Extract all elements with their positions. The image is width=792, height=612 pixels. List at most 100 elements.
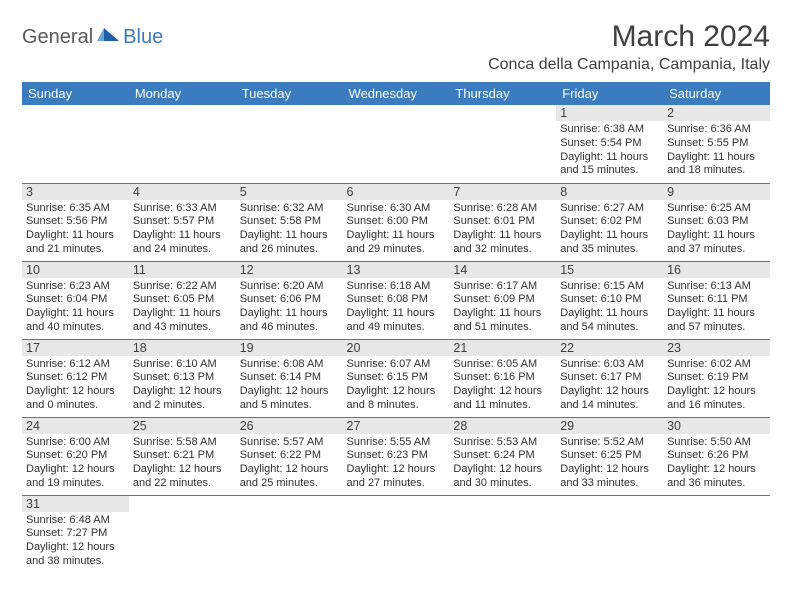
calendar-cell: 19Sunrise: 6:08 AMSunset: 6:14 PMDayligh… — [236, 339, 343, 417]
day-info: Sunrise: 5:52 AMSunset: 6:25 PMDaylight:… — [556, 434, 663, 493]
sunset-text: Sunset: 6:09 PM — [453, 293, 552, 307]
sunrise-text: Sunrise: 6:13 AM — [667, 280, 766, 294]
daylight-text: Daylight: 12 hours and 38 minutes. — [26, 541, 125, 569]
day-info: Sunrise: 5:55 AMSunset: 6:23 PMDaylight:… — [343, 434, 450, 493]
sunset-text: Sunset: 6:14 PM — [240, 371, 339, 385]
daylight-text: Daylight: 11 hours and 49 minutes. — [347, 307, 446, 335]
calendar-cell: 8Sunrise: 6:27 AMSunset: 6:02 PMDaylight… — [556, 183, 663, 261]
day-info: Sunrise: 6:13 AMSunset: 6:11 PMDaylight:… — [663, 278, 770, 337]
location-text: Conca della Campania, Campania, Italy — [488, 56, 770, 74]
logo: General Blue — [22, 26, 163, 49]
calendar-cell: 20Sunrise: 6:07 AMSunset: 6:15 PMDayligh… — [343, 339, 450, 417]
day-number: 25 — [129, 418, 236, 434]
sunset-text: Sunset: 6:15 PM — [347, 371, 446, 385]
sunrise-text: Sunrise: 6:17 AM — [453, 280, 552, 294]
daylight-text: Daylight: 12 hours and 0 minutes. — [26, 385, 125, 413]
calendar-cell: 9Sunrise: 6:25 AMSunset: 6:03 PMDaylight… — [663, 183, 770, 261]
sunrise-text: Sunrise: 6:33 AM — [133, 202, 232, 216]
sunset-text: Sunset: 5:56 PM — [26, 215, 125, 229]
calendar-cell: 13Sunrise: 6:18 AMSunset: 6:08 PMDayligh… — [343, 261, 450, 339]
day-number: 17 — [22, 340, 129, 356]
daylight-text: Daylight: 11 hours and 57 minutes. — [667, 307, 766, 335]
calendar-cell: 17Sunrise: 6:12 AMSunset: 6:12 PMDayligh… — [22, 339, 129, 417]
calendar-cell: 24Sunrise: 6:00 AMSunset: 6:20 PMDayligh… — [22, 417, 129, 495]
day-info: Sunrise: 6:36 AMSunset: 5:55 PMDaylight:… — [663, 121, 770, 180]
calendar-cell — [556, 495, 663, 573]
day-info: Sunrise: 5:58 AMSunset: 6:21 PMDaylight:… — [129, 434, 236, 493]
day-number: 26 — [236, 418, 343, 434]
day-number: 13 — [343, 262, 450, 278]
sunrise-text: Sunrise: 6:32 AM — [240, 202, 339, 216]
day-info: Sunrise: 5:53 AMSunset: 6:24 PMDaylight:… — [449, 434, 556, 493]
day-info: Sunrise: 6:30 AMSunset: 6:00 PMDaylight:… — [343, 200, 450, 259]
month-title: March 2024 — [488, 20, 770, 54]
day-info: Sunrise: 5:57 AMSunset: 6:22 PMDaylight:… — [236, 434, 343, 493]
calendar-cell — [343, 495, 450, 573]
sunset-text: Sunset: 6:05 PM — [133, 293, 232, 307]
calendar-cell: 28Sunrise: 5:53 AMSunset: 6:24 PMDayligh… — [449, 417, 556, 495]
day-info: Sunrise: 6:35 AMSunset: 5:56 PMDaylight:… — [22, 200, 129, 259]
daylight-text: Daylight: 11 hours and 32 minutes. — [453, 229, 552, 257]
sunset-text: Sunset: 6:01 PM — [453, 215, 552, 229]
day-number: 24 — [22, 418, 129, 434]
sunset-text: Sunset: 6:13 PM — [133, 371, 232, 385]
calendar-cell: 14 Sunrise: 6:17 AMSunset: 6:09 PMDayligh… — [449, 261, 556, 339]
daylight-text: Daylight: 12 hours and 16 minutes. — [667, 385, 766, 413]
day-info: Sunrise: 6:07 AMSunset: 6:15 PMDaylight:… — [343, 356, 450, 415]
daylight-text: Daylight: 12 hours and 19 minutes. — [26, 463, 125, 491]
day-info: Sunrise: 6:00 AMSunset: 6:20 PMDaylight:… — [22, 434, 129, 493]
day-number: 14 — [449, 262, 556, 278]
daylight-text: Daylight: 11 hours and 46 minutes. — [240, 307, 339, 335]
sunset-text: Sunset: 6:21 PM — [133, 449, 232, 463]
day-info: Sunrise: 6:38 AMSunset: 5:54 PMDaylight:… — [556, 121, 663, 180]
day-info: Sunrise: 6:12 AMSunset: 6:12 PMDaylight:… — [22, 356, 129, 415]
sunrise-text: Sunrise: 6:30 AM — [347, 202, 446, 216]
calendar-cell — [236, 495, 343, 573]
day-info: Sunrise: 6:03 AMSunset: 6:17 PMDaylight:… — [556, 356, 663, 415]
sunrise-text: Sunrise: 6:15 AM — [560, 280, 659, 294]
sunset-text: Sunset: 5:58 PM — [240, 215, 339, 229]
calendar-cell: 29Sunrise: 5:52 AMSunset: 6:25 PMDayligh… — [556, 417, 663, 495]
day-info: Sunrise: 6:15 AMSunset: 6:10 PMDaylight:… — [556, 278, 663, 337]
day-header: Saturday — [663, 82, 770, 105]
sunrise-text: Sunrise: 5:55 AM — [347, 436, 446, 450]
day-number: 28 — [449, 418, 556, 434]
daylight-text: Daylight: 11 hours and 21 minutes. — [26, 229, 125, 257]
daylight-text: Daylight: 11 hours and 26 minutes. — [240, 229, 339, 257]
sunrise-text: Sunrise: 6:25 AM — [667, 202, 766, 216]
sunset-text: Sunset: 7:27 PM — [26, 527, 125, 541]
day-number: 3 — [22, 184, 129, 200]
day-number: 22 — [556, 340, 663, 356]
day-number: 2 — [663, 105, 770, 121]
sunrise-text: Sunrise: 6:23 AM — [26, 280, 125, 294]
sunrise-text: Sunrise: 6:12 AM — [26, 358, 125, 372]
calendar-row: 31Sunrise: 6:48 AMSunset: 7:27 PMDayligh… — [22, 495, 770, 573]
day-info: Sunrise: 5:50 AMSunset: 6:26 PMDaylight:… — [663, 434, 770, 493]
logo-text-blue: Blue — [123, 26, 163, 49]
day-header-row: Sunday Monday Tuesday Wednesday Thursday… — [22, 82, 770, 105]
sunset-text: Sunset: 6:22 PM — [240, 449, 339, 463]
sunset-text: Sunset: 6:03 PM — [667, 215, 766, 229]
sunset-text: Sunset: 6:12 PM — [26, 371, 125, 385]
sunset-text: Sunset: 6:26 PM — [667, 449, 766, 463]
sunrise-text: Sunrise: 5:53 AM — [453, 436, 552, 450]
day-info: Sunrise: 6:48 AMSunset: 7:27 PMDaylight:… — [22, 512, 129, 571]
daylight-text: Daylight: 11 hours and 24 minutes. — [133, 229, 232, 257]
day-number: 19 — [236, 340, 343, 356]
calendar-cell — [449, 105, 556, 183]
day-number: 16 — [663, 262, 770, 278]
day-number: 4 — [129, 184, 236, 200]
sunset-text: Sunset: 6:04 PM — [26, 293, 125, 307]
day-header: Wednesday — [343, 82, 450, 105]
daylight-text: Daylight: 11 hours and 51 minutes. — [453, 307, 552, 335]
calendar-cell: 18Sunrise: 6:10 AMSunset: 6:13 PMDayligh… — [129, 339, 236, 417]
day-number: 5 — [236, 184, 343, 200]
calendar-cell: 1Sunrise: 6:38 AMSunset: 5:54 PMDaylight… — [556, 105, 663, 183]
daylight-text: Daylight: 11 hours and 18 minutes. — [667, 151, 766, 179]
flag-icon — [97, 27, 119, 48]
calendar-cell: 21Sunrise: 6:05 AMSunset: 6:16 PMDayligh… — [449, 339, 556, 417]
sunrise-text: Sunrise: 6:07 AM — [347, 358, 446, 372]
day-number: 21 — [449, 340, 556, 356]
sunset-text: Sunset: 5:55 PM — [667, 137, 766, 151]
sunset-text: Sunset: 6:20 PM — [26, 449, 125, 463]
